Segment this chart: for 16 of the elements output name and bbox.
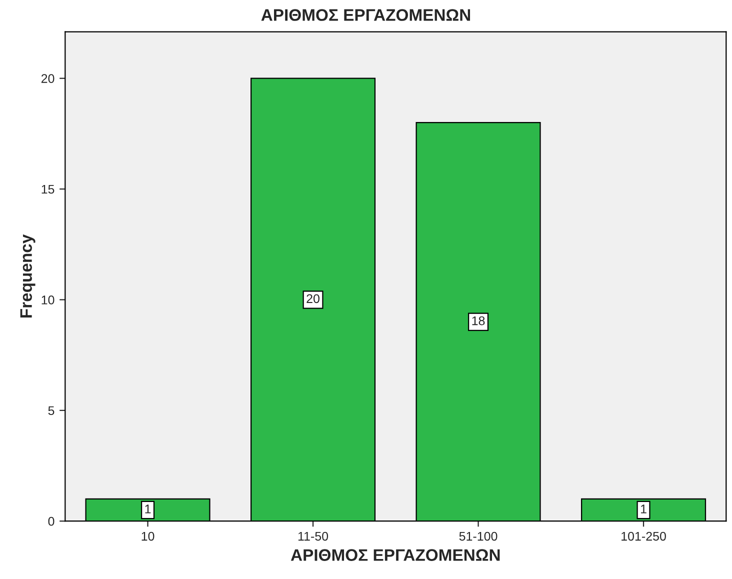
x-tick-label: 11-50 (298, 532, 328, 541)
data-label: 1 (640, 504, 646, 514)
data-label: 18 (472, 316, 485, 326)
y-axis-title: Frequency (20, 234, 36, 318)
x-tick-label: 10 (142, 532, 154, 541)
chart-title: ΑΡΙΘΜΟΣ ΕΡΓΑΖΟΜΕΝΩΝ (261, 9, 470, 21)
y-tick-label: 0 (48, 516, 54, 526)
y-tick-label: 15 (42, 184, 54, 194)
x-tick-label: 51-100 (459, 532, 498, 541)
y-tick-label: 5 (48, 406, 54, 416)
x-axis-title: ΑΡΙΘΜΟΣ ΕΡΓΑΖΟΜΕΝΩΝ (290, 549, 500, 561)
y-tick-label: 10 (42, 296, 54, 304)
y-tick-label: 20 (41, 74, 54, 83)
data-label: 1 (145, 504, 151, 514)
data-label: 20 (306, 294, 320, 304)
x-tick-label: 101-250 (622, 532, 666, 541)
